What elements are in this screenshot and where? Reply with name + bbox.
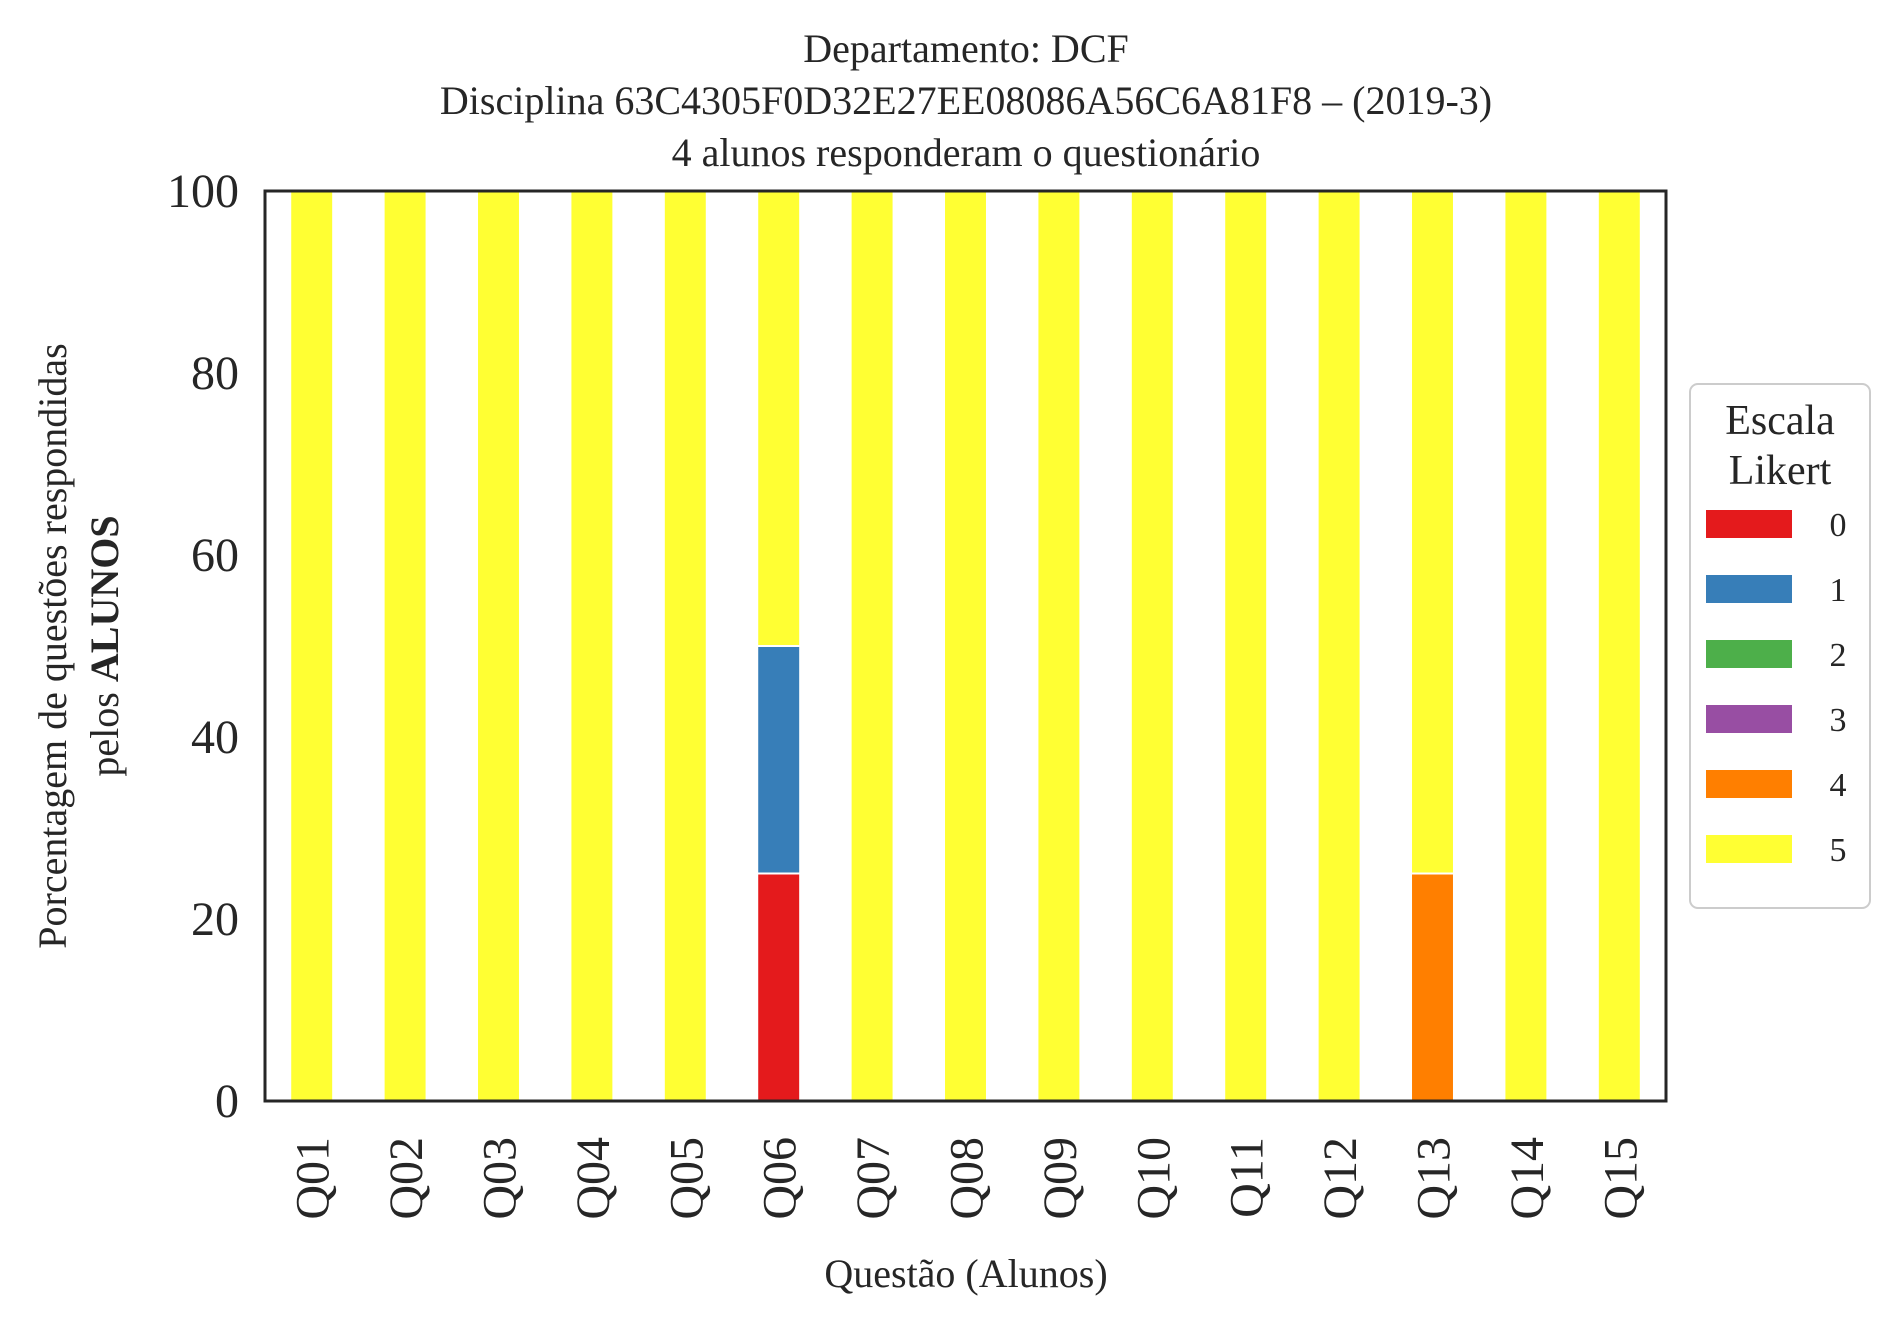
x-tick-label-q15: Q15 (1594, 1137, 1647, 1220)
bar-q10-likert-5 (1129, 190, 1175, 1102)
bar-q11-likert-5 (1223, 190, 1269, 1102)
y-axis-label-line-2: pelos ALUNOS (82, 515, 127, 776)
x-tick-label-q03: Q03 (474, 1137, 527, 1220)
legend-swatch-0 (1706, 510, 1792, 538)
x-tick-label-q02: Q02 (380, 1137, 433, 1220)
bar-q09-likert-5 (1036, 190, 1082, 1102)
bar-q13-likert-5 (1410, 190, 1455, 875)
y-tick-label-40: 40 (191, 711, 239, 764)
legend-swatch-2 (1706, 640, 1792, 668)
legend-items: 0 1 2 3 4 5 (1706, 507, 1847, 869)
plot-frame (263, 189, 1668, 1103)
bar-q03-likert-5 (476, 190, 521, 1102)
x-axis-label: Questão (Alunos) (824, 1251, 1107, 1296)
x-tick-label-q04: Q04 (567, 1137, 620, 1220)
y-tick-label-80: 80 (191, 347, 239, 400)
y-tick-label-100: 100 (167, 165, 239, 218)
x-tick-label-q01: Q01 (287, 1137, 340, 1220)
y-tick-label-60: 60 (191, 529, 239, 582)
legend-swatch-1 (1706, 575, 1792, 603)
x-axis-ticks: Q01 Q02 Q03 Q04 Q05 Q06 Q07 Q08 Q09 Q10 Q11 Q12 Q13 Q… (287, 1137, 1648, 1220)
x-tick-label-q06: Q06 (754, 1137, 807, 1220)
title-line-1: Departamento: DCF (803, 26, 1129, 71)
x-tick-label-q05: Q05 (660, 1137, 713, 1220)
y-tick-label-20: 20 (191, 893, 239, 946)
y-tick-label-0: 0 (215, 1075, 239, 1128)
bar-q02-likert-5 (382, 190, 428, 1102)
x-tick-label-q07: Q07 (847, 1137, 900, 1220)
bar-q13-likert-4 (1410, 872, 1455, 1102)
bar-q14-likert-5 (1503, 190, 1549, 1102)
bar-q01-likert-5 (289, 190, 335, 1102)
bar-q04-likert-5 (569, 190, 615, 1102)
x-tick-label-q14: Q14 (1501, 1137, 1554, 1220)
bar-q07-likert-5 (849, 190, 895, 1102)
y-axis-label-bold: ALUNOS (82, 515, 127, 682)
legend: Escala Likert 0 1 2 3 4 5 (1689, 383, 1871, 909)
x-tick-label-q08: Q08 (941, 1137, 994, 1220)
legend-title-line-2: Likert (1729, 448, 1832, 494)
x-tick-label-q12: Q12 (1314, 1137, 1367, 1220)
legend-label-2: 2 (1830, 637, 1847, 674)
x-tick-label-q11: Q11 (1221, 1137, 1274, 1218)
y-axis-label-2: pelos ALUNOS (82, 515, 127, 776)
legend-swatch-3 (1706, 705, 1792, 733)
bar-q15-likert-5 (1596, 190, 1642, 1102)
y-axis-label-prefix: pelos (82, 682, 127, 776)
legend-label-5: 5 (1830, 832, 1847, 869)
x-tick-label-q09: Q09 (1034, 1137, 1087, 1220)
legend-label-3: 3 (1830, 702, 1847, 739)
legend-label-4: 4 (1830, 767, 1847, 804)
bar-q08-likert-5 (943, 190, 988, 1102)
y-axis-ticks: 0 20 40 60 80 100 (167, 165, 239, 1128)
title-line-2: Disciplina 63C4305F0D32E27EE08086A56C6A8… (440, 78, 1492, 123)
legend-swatch-4 (1706, 770, 1792, 798)
legend-title-line-1: Escala (1725, 398, 1835, 444)
bar-q06-likert-0 (756, 872, 802, 1102)
x-tick-label-q10: Q10 (1127, 1137, 1180, 1220)
x-tick-label-q13: Q13 (1408, 1137, 1461, 1220)
legend-swatch-5 (1706, 835, 1792, 863)
bar-q06-likert-1 (756, 645, 802, 875)
chart-title: Departamento: DCF Disciplina 63C4305F0D3… (440, 26, 1492, 175)
legend-label-1: 1 (1830, 572, 1847, 609)
legend-label-0: 0 (1830, 507, 1847, 544)
bar-q06-likert-5 (756, 190, 802, 647)
title-line-3: 4 alunos responderam o questionário (672, 130, 1261, 175)
bars-layer (289, 190, 1642, 1102)
bar-q12-likert-5 (1316, 190, 1362, 1102)
y-axis-label-line-1: Porcentagem de questões respondidas (30, 343, 75, 948)
bar-q05-likert-5 (662, 190, 708, 1102)
y-axis-label: Porcentagem de questões respondidas (30, 343, 75, 948)
